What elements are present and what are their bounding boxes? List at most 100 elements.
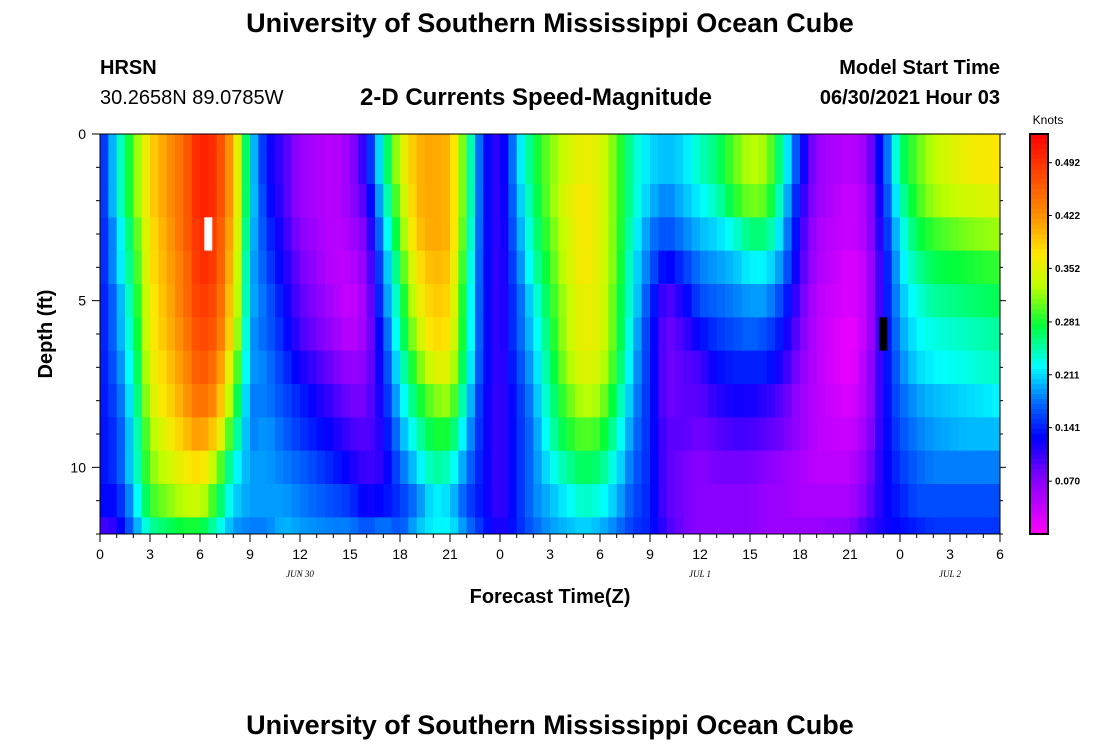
heatmap-cell xyxy=(891,250,901,285)
heatmap-cell xyxy=(600,150,609,185)
heatmap-cell xyxy=(516,134,526,152)
x-tick-label: 21 xyxy=(842,546,858,562)
heatmap-cell xyxy=(775,317,784,352)
heatmap-cell xyxy=(900,250,909,285)
heatmap-cell xyxy=(391,217,401,252)
heatmap-cell xyxy=(375,317,384,352)
heatmap-cell xyxy=(216,284,226,318)
heatmap-cell xyxy=(608,417,618,452)
heatmap-cell xyxy=(258,350,268,385)
heatmap-cell xyxy=(966,284,976,318)
heatmap-cell xyxy=(983,184,993,218)
heatmap-cell xyxy=(733,284,743,318)
heatmap-cell xyxy=(858,217,868,252)
heatmap-cell xyxy=(891,317,901,352)
heatmap-cell xyxy=(758,250,768,285)
heatmap-cell xyxy=(216,450,226,485)
heatmap-cell xyxy=(291,134,301,152)
heatmap-cell xyxy=(416,484,426,518)
heatmap-cell xyxy=(533,150,543,185)
heatmap-cell xyxy=(491,384,501,418)
heatmap-cell xyxy=(116,450,126,485)
x-tick-label: 15 xyxy=(742,546,758,562)
heatmap-cell xyxy=(591,517,601,534)
heatmap-cell xyxy=(283,350,293,385)
heatmap-cell xyxy=(791,517,801,534)
heatmap-cell xyxy=(550,417,559,452)
heatmap-cell xyxy=(608,284,618,318)
heatmap-cell xyxy=(966,517,976,534)
heatmap-cell xyxy=(958,384,968,418)
heatmap-cell xyxy=(200,284,209,318)
heatmap-cell xyxy=(441,317,451,352)
heatmap-cell xyxy=(258,150,268,185)
heatmap-cell xyxy=(433,450,443,485)
colorbar-segment xyxy=(1030,469,1048,475)
heatmap-cell xyxy=(608,450,618,485)
heatmap-cell xyxy=(941,184,951,218)
heatmap-cell xyxy=(750,450,759,485)
heatmap-cell xyxy=(200,317,209,352)
heatmap-cell xyxy=(525,150,534,185)
heatmap-cell xyxy=(525,284,534,318)
heatmap-cell xyxy=(183,450,193,485)
heatmap-cell xyxy=(383,417,393,452)
colorbar-segment xyxy=(1030,344,1048,350)
heatmap-cell xyxy=(250,417,259,452)
heatmap-cell xyxy=(733,450,743,485)
heatmap-cell xyxy=(241,484,251,518)
colorbar-segment xyxy=(1030,329,1048,335)
heatmap-cell xyxy=(783,184,793,218)
heatmap-cell xyxy=(200,384,209,418)
heatmap-cell xyxy=(183,217,193,252)
heatmap-cell xyxy=(925,417,934,452)
heatmap-cell xyxy=(316,184,326,218)
heatmap-cell xyxy=(583,217,593,252)
heatmap-cell xyxy=(233,317,243,352)
heatmap-cell xyxy=(950,417,959,452)
heatmap-cell xyxy=(533,250,543,285)
heatmap-cell xyxy=(241,317,251,352)
heatmap-cell xyxy=(316,384,326,418)
heatmap-cell xyxy=(758,317,768,352)
heatmap-cell xyxy=(616,217,626,252)
heatmap-cell xyxy=(633,150,643,185)
heatmap-cell xyxy=(175,317,184,352)
heatmap-cell xyxy=(491,217,501,252)
heatmap-cell xyxy=(991,450,1000,485)
heatmap-cell xyxy=(725,134,734,152)
heatmap-cell xyxy=(191,317,201,352)
heatmap-cell xyxy=(525,350,534,385)
heatmap-cell xyxy=(950,217,959,252)
heatmap-cell xyxy=(858,384,868,418)
heatmap-cell xyxy=(650,284,659,318)
heatmap-cell xyxy=(733,384,743,418)
heatmap-cell xyxy=(600,284,609,318)
heatmap-cell xyxy=(408,417,418,452)
heatmap-cell xyxy=(300,450,309,485)
heatmap-cell xyxy=(300,384,309,418)
heatmap-cell xyxy=(258,250,268,285)
heatmap-cell xyxy=(475,384,484,418)
heatmap-cell xyxy=(658,134,668,152)
heatmap-cell xyxy=(900,350,909,385)
heatmap-cell xyxy=(108,517,118,534)
heatmap-cell xyxy=(800,517,809,534)
heatmap-cell xyxy=(800,484,809,518)
heatmap-cell xyxy=(666,484,676,518)
heatmap-cell xyxy=(391,517,401,534)
heatmap-cell xyxy=(158,417,168,452)
heatmap-cell xyxy=(591,150,601,185)
heatmap-cell xyxy=(633,350,643,385)
heatmap-cell xyxy=(791,450,801,485)
heatmap-cell xyxy=(550,317,559,352)
heatmap-cell xyxy=(825,217,834,252)
heatmap-cell xyxy=(850,184,859,218)
heatmap-cell xyxy=(950,384,959,418)
heatmap-cell xyxy=(258,484,268,518)
heatmap-cell xyxy=(666,317,676,352)
heatmap-cell xyxy=(833,350,843,385)
heatmap-cell xyxy=(416,217,426,252)
heatmap-cell xyxy=(475,350,484,385)
heatmap-cell xyxy=(375,417,384,452)
